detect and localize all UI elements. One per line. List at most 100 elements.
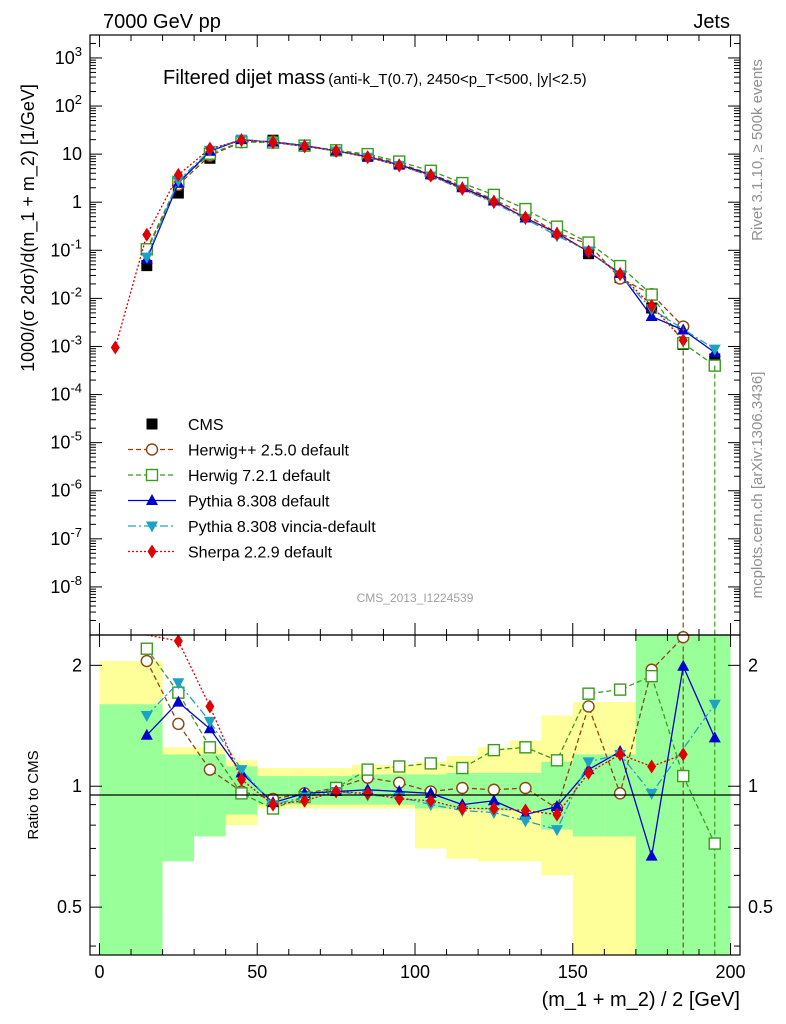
ratio-y-tick-label: 1 [748, 776, 758, 796]
herwigpp-ratio-point [487, 783, 501, 796]
sherpa-ratio-point [457, 801, 467, 816]
herwig7-ratio-point [361, 763, 374, 776]
ratio-y-tick-label: 2 [72, 655, 82, 675]
y-tick-label: 10-5 [50, 429, 82, 453]
sherpa-legend-marker [147, 544, 157, 559]
pythia-ratio-point [487, 794, 500, 806]
vincia-ratio-point [582, 757, 595, 769]
pythia-ratio-point [140, 728, 153, 740]
vincia-ratio-point [172, 678, 185, 690]
herwigpp-ratio-point [172, 717, 185, 731]
chart-title: Filtered dijet mass (anti-k_T(0.7), 2450<… [163, 67, 587, 89]
sherpa-main-point [552, 226, 562, 241]
cms-main-point [172, 187, 184, 199]
analysis-watermark: CMS_2013_I1224539 [357, 591, 474, 605]
pythia-legend-marker [146, 494, 158, 505]
herwigpp-legend-label: Herwig++ 2.5.0 default [188, 443, 350, 460]
sherpa-main-point [520, 210, 530, 225]
sherpa-ratio-point [489, 801, 499, 816]
vincia-ratio-point [140, 711, 153, 723]
vincia-ratio-point [645, 788, 658, 800]
sherpa-ratio-point [363, 786, 373, 801]
header-right: Jets [693, 11, 730, 33]
y-tick-label: 10-3 [50, 332, 82, 356]
sherpa-main-point [142, 227, 152, 242]
vincia-ratio-point [550, 825, 563, 837]
sherpa-ratio-point [236, 772, 246, 787]
x-tick-label: 200 [716, 962, 746, 982]
sherpa-main-point [331, 144, 341, 159]
rivet-version-label: Rivet 3.1.10, ≥ 500k events [749, 59, 766, 241]
herwig7-main-point [645, 288, 658, 301]
chart-title-main: Filtered dijet mass [163, 67, 325, 89]
herwig7-legend-label: Herwig 7.2.1 default [188, 468, 331, 485]
sherpa-ratio-point [647, 759, 657, 774]
y-tick-label: 102 [55, 92, 82, 116]
x-tick-label: 100 [400, 962, 430, 982]
pythia-ratio-point [550, 800, 563, 812]
herwig7-ratio-point [677, 769, 690, 783]
ratio-y-tick-label: 2 [748, 655, 758, 675]
sherpa-main-point [300, 139, 310, 154]
sherpa-ratio-point [268, 797, 278, 812]
pythia-ratio-point [677, 659, 690, 671]
sherpa-main-point [173, 167, 183, 182]
herwig7-ratio-point [487, 743, 501, 757]
ratio-y-tick-label: 1 [72, 776, 82, 796]
herwigpp-ratio-point [140, 654, 153, 668]
sherpa-main-point [584, 244, 594, 259]
vincia-ratio-point [203, 716, 216, 728]
vincia-main-point [708, 344, 721, 356]
vincia-legend-label: Pythia 8.308 vincia-default [188, 519, 376, 536]
herwig7-ratio-point [393, 760, 406, 773]
herwig7-ratio-point [550, 754, 564, 767]
band-inner-bin [99, 704, 132, 955]
herwig7-ratio-point [203, 741, 217, 754]
cms-legend-marker [146, 418, 158, 430]
ratio-y-tick-label: 0.5 [748, 897, 773, 917]
band-inner-bin [162, 754, 195, 862]
sherpa-main-point [426, 168, 436, 183]
sherpa-ratio-point [300, 793, 310, 808]
sherpa-ratio-point [520, 803, 530, 818]
herwig7-ratio-point [235, 787, 248, 800]
herwig7-ratio-point [140, 642, 153, 655]
sherpa-ratio-point [615, 747, 625, 762]
pythia-ratio-point [708, 731, 721, 743]
legend: CMS Herwig++ 2.5.0 default Herwig 7.2.1 de… [128, 417, 376, 562]
herwig7-ratio-point [645, 669, 658, 683]
herwigpp-ratio-point [203, 763, 217, 776]
ratio-y-tick-label: 0.5 [57, 897, 82, 917]
y-tick-label: 103 [55, 44, 82, 68]
y-tick-label: 10-1 [50, 236, 82, 260]
y-tick-label: 10-2 [50, 284, 82, 308]
band-inner-bin [131, 704, 163, 955]
herwig7-ratio-point [519, 741, 532, 754]
cms-main-point [141, 260, 153, 272]
sherpa-main-point [489, 194, 499, 209]
mcplots-label: mcplots.cern.ch [arXiv:1306.3436] [749, 372, 766, 599]
sherpa-main-point [457, 181, 467, 196]
vincia-ratio-point [519, 816, 532, 828]
sherpa-ratio-point [173, 633, 183, 648]
pythia-ratio-point [645, 849, 658, 861]
sherpa-main-point [615, 267, 625, 282]
sherpa-main-point [394, 158, 404, 173]
y-tick-label: 10-6 [50, 477, 82, 501]
herwig7-ratio-point [582, 687, 595, 700]
sherpa-ratio-point [205, 699, 215, 714]
sherpa-main-point [647, 298, 657, 313]
pythia-ratio-point [172, 695, 185, 707]
sherpa-ratio-point [426, 793, 436, 808]
cms-main-point [709, 353, 721, 365]
vincia-main-point [140, 252, 153, 264]
herwig7-ratio-point [708, 837, 721, 850]
sherpa-main-point [236, 133, 246, 148]
vincia-ratio-point [235, 765, 248, 777]
y-tick-label: 10-4 [50, 381, 82, 405]
herwigpp-ratio-point [456, 781, 469, 795]
sherpa-ratio-point [678, 747, 688, 762]
x-axis-label: (m_1 + m_2) / 2 [GeV] [542, 989, 740, 1011]
sherpa-main-point [110, 340, 120, 355]
